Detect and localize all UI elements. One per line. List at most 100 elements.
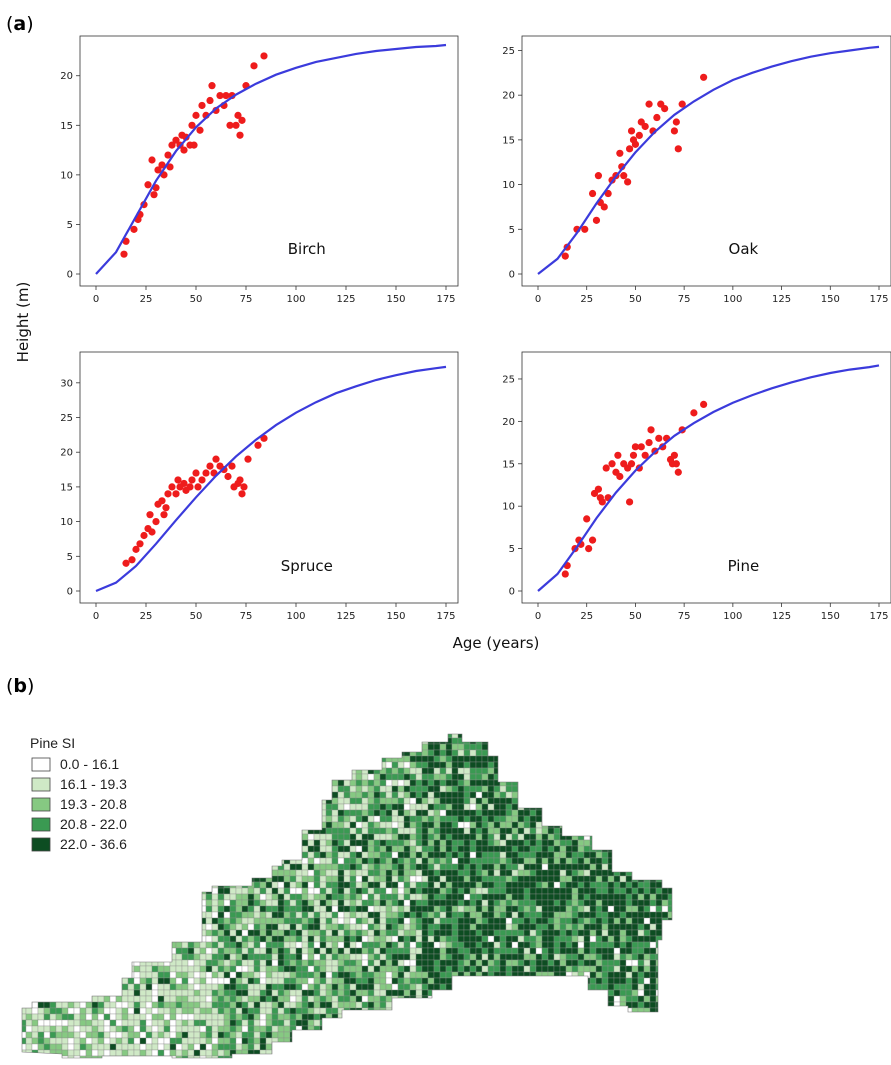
- map-cell: [565, 923, 573, 931]
- map-cell: [415, 869, 423, 877]
- map-cell: [331, 965, 339, 973]
- map-cell: [475, 737, 483, 745]
- map-cell: [325, 911, 333, 919]
- map-cell: [331, 959, 339, 967]
- map-cell: [361, 953, 369, 961]
- map-cell: [355, 827, 363, 835]
- map-cell: [22, 971, 27, 979]
- map-cell: [493, 821, 501, 829]
- fitted-curve: [537, 364, 880, 592]
- map-cell: [463, 821, 471, 829]
- map-cell: [367, 917, 375, 925]
- map-cell: [67, 941, 75, 949]
- map-cell: [601, 749, 609, 757]
- map-cell: [319, 971, 327, 979]
- map-cell: [109, 971, 117, 979]
- map-cell: [241, 773, 249, 781]
- map-cell: [541, 899, 549, 907]
- map-cell: [163, 899, 171, 907]
- map-cell: [169, 743, 177, 751]
- map-cell: [103, 977, 111, 985]
- map-cell: [457, 893, 465, 901]
- map-cell: [349, 839, 357, 847]
- map-cell: [259, 953, 267, 961]
- map-cell: [343, 749, 351, 757]
- map-cell: [367, 923, 375, 931]
- map-cell: [463, 887, 471, 895]
- map-cell: [229, 785, 237, 793]
- map-cell: [577, 851, 585, 859]
- x-tick-label: 25: [140, 294, 153, 305]
- map-cell: [517, 875, 525, 883]
- map-cell: [157, 809, 165, 817]
- map-cell: [355, 869, 363, 877]
- map-cell: [619, 845, 627, 853]
- map-cell: [613, 737, 621, 745]
- map-cell: [229, 983, 237, 991]
- map-cell: [493, 887, 501, 895]
- map-cell: [631, 734, 639, 739]
- map-cell: [25, 827, 33, 835]
- map-cell: [499, 869, 507, 877]
- map-cell: [277, 863, 285, 871]
- map-cell: [571, 839, 579, 847]
- map-cell: [493, 929, 501, 937]
- map-cell: [289, 977, 297, 985]
- map-cell: [469, 941, 477, 949]
- map-cell: [493, 977, 501, 985]
- map-cell: [601, 881, 609, 889]
- map-cell: [127, 785, 135, 793]
- map-cell: [127, 881, 135, 889]
- map-cell: [649, 917, 657, 925]
- map-cell: [607, 887, 615, 895]
- data-point: [592, 216, 601, 224]
- map-cell: [187, 899, 195, 907]
- map-cell: [409, 845, 417, 853]
- map-cell: [193, 953, 201, 961]
- map-cell: [31, 953, 39, 961]
- map-cell: [655, 779, 663, 787]
- map-cell: [619, 734, 627, 739]
- data-point: [186, 483, 194, 491]
- map-cell: [337, 785, 345, 793]
- map-cell: [169, 851, 177, 859]
- map-cell: [427, 767, 435, 775]
- map-cell: [241, 887, 249, 895]
- map-cell: [445, 857, 453, 865]
- map-cell: [121, 743, 129, 751]
- map-cell: [589, 947, 597, 955]
- map-cell: [193, 845, 201, 853]
- map-cell: [121, 887, 129, 895]
- map-cell: [193, 935, 201, 943]
- map-cell: [91, 734, 99, 739]
- map-cell: [97, 971, 105, 979]
- map-cell: [643, 761, 651, 769]
- map-cell: [499, 905, 507, 913]
- map-cell: [613, 779, 621, 787]
- map-cell: [283, 833, 291, 841]
- map-cell: [271, 833, 279, 841]
- map-cell: [505, 797, 513, 805]
- map-cell: [355, 971, 363, 979]
- map-cell: [349, 965, 357, 973]
- map-cell: [331, 893, 339, 901]
- map-cell: [211, 803, 219, 811]
- map-cell: [337, 983, 345, 991]
- map-cell: [331, 857, 339, 865]
- map-cell: [409, 761, 417, 769]
- map-cell: [241, 857, 249, 865]
- map-cell: [253, 965, 261, 973]
- map-cell: [217, 833, 225, 841]
- data-point: [232, 121, 240, 129]
- map-cell: [583, 935, 591, 943]
- map-cell: [391, 959, 399, 967]
- map-cell: [403, 755, 411, 763]
- data-point: [260, 52, 268, 60]
- map-cell: [439, 827, 447, 835]
- species-label: Oak: [729, 240, 759, 258]
- map-cell: [601, 905, 609, 913]
- map-cell: [613, 785, 621, 793]
- map-cell: [253, 737, 261, 745]
- map-cell: [481, 797, 489, 805]
- map-cell: [145, 887, 153, 895]
